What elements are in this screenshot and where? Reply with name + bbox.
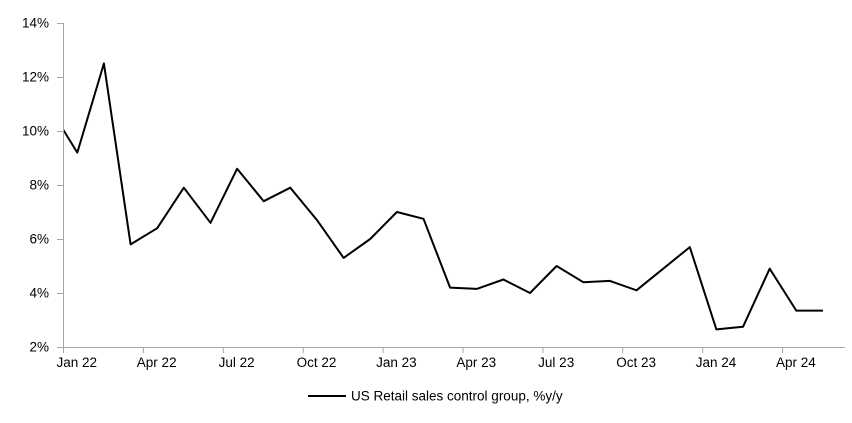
y-tick-label: 12%: [22, 70, 49, 85]
y-tick-label: 8%: [29, 178, 49, 193]
x-tick-label: Oct 22: [297, 355, 337, 370]
plot-area: [64, 62, 823, 331]
x-tick-label: Jan 22: [57, 355, 98, 370]
x-tick-label: Jan 24: [696, 355, 737, 370]
legend-label: US Retail sales control group, %y/y: [351, 389, 563, 404]
x-tick-label: Jan 23: [376, 355, 417, 370]
x-tick-label: Apr 22: [137, 355, 177, 370]
series-line: [64, 62, 823, 331]
y-tick-label: 10%: [22, 124, 49, 139]
x-tick-label: Apr 23: [456, 355, 496, 370]
x-tick-label: Jul 22: [219, 355, 255, 370]
y-tick-label: 4%: [29, 286, 49, 301]
x-tick-label: Jul 23: [538, 355, 574, 370]
x-axis: Jan 22 Apr 22 Jul 22 Oct 22 Jan 23 Apr 23 Jul …: [57, 347, 845, 370]
y-tick-label: 6%: [29, 232, 49, 247]
y-tick-label: 14%: [22, 16, 49, 31]
x-tick-label: Apr 24: [776, 355, 816, 370]
y-axis: 2% 4% 6% 8% 10% 12% 14%: [22, 16, 64, 355]
x-tick-label: Oct 23: [616, 355, 656, 370]
y-tick-label: 2%: [29, 340, 49, 355]
legend: US Retail sales control group, %y/y: [308, 389, 563, 404]
